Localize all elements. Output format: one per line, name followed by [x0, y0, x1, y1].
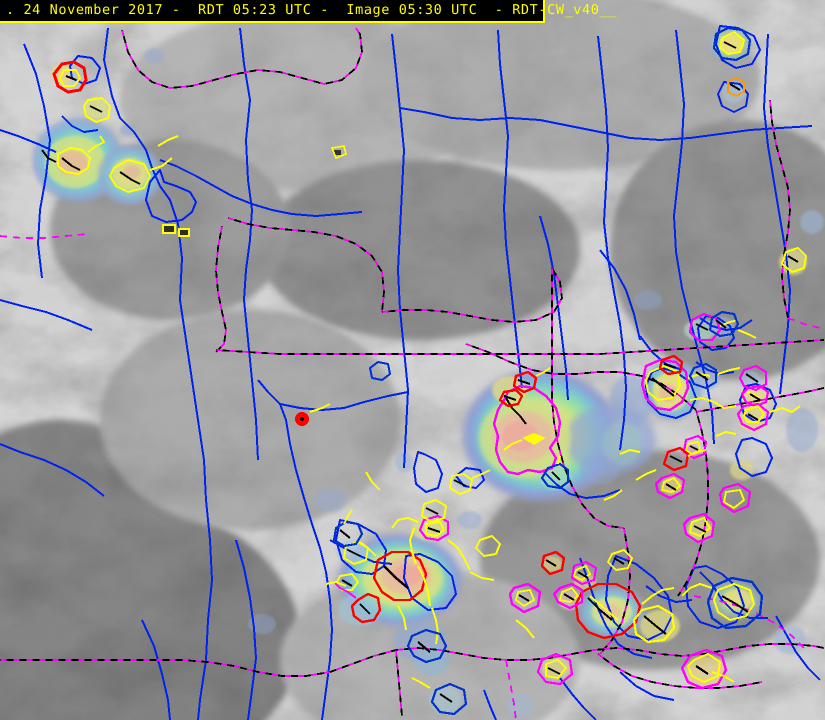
title-bar-text: . 24 November 2017 - RDT 05:23 UTC - Ima… — [6, 1, 617, 18]
rdt-cell-se-mg — [552, 582, 584, 610]
rdt-cell-central-red1 — [512, 370, 538, 394]
cloudtop-bottom-b — [506, 694, 534, 718]
rdt-cell-se-right — [706, 576, 764, 630]
rdt-cell-nw-second — [109, 159, 151, 193]
rdt-cell-se-main — [574, 582, 642, 640]
rdt-cell-nw-mature — [52, 60, 88, 94]
rdt-cell-east-n1 — [688, 312, 722, 342]
rdt-cell-se-red — [540, 550, 566, 576]
rdt-cell-east-e2 — [740, 384, 770, 408]
rdt-cell-east-sm — [369, 361, 391, 381]
rdt-cell-east-s3 — [718, 482, 752, 514]
rdt-cell-mid-y1 — [607, 549, 633, 571]
border-overlay-layer — [0, 27, 825, 720]
cloudtop-nw-tiny3 — [120, 124, 136, 136]
rdt-cell-nw-main — [57, 147, 91, 175]
rdt-cell-se-bottom — [536, 652, 574, 686]
rdt-cell-ne-decay — [712, 26, 752, 62]
rdt-cell-east-n2 — [708, 310, 740, 338]
rdt-cell-sc-yellow3 — [449, 473, 473, 495]
rdt-cell-se-low — [680, 648, 728, 690]
rdt-cell-east-main — [640, 358, 690, 412]
pixel-artifacts — [164, 150, 341, 235]
cloudtop-faint-patches — [144, 48, 818, 634]
rdt-cell-mid-y2 — [475, 535, 501, 557]
rdt-cell-sc-decay — [406, 628, 448, 664]
rdt-cell-contour-layer — [41, 26, 807, 716]
rdt-cell-east-s1 — [654, 472, 686, 500]
rdt-cell-sc-red2 — [350, 592, 382, 624]
rdt-cell-ne-yellow — [781, 247, 807, 273]
rdt-cell-bottom-decay — [430, 682, 468, 716]
rdt-cell-se-w — [508, 582, 542, 614]
rdt-cell-ne-small — [727, 77, 745, 97]
rdt-cell-east-s2 — [682, 512, 716, 544]
rdt-cell-se-yellow — [632, 604, 676, 644]
rdt-cell-central-decay — [540, 462, 570, 490]
rdt-cell-nw-trigger — [83, 97, 111, 123]
rdt-cell-sc-decay2 — [332, 520, 364, 548]
cloudtop-nw-second — [98, 145, 162, 205]
pixel-artifact-outlines — [162, 145, 347, 237]
rdt-trajectory-tails — [157, 135, 737, 639]
rdt-cell-central-mcs — [492, 384, 562, 476]
rdt-cell-east-red2 — [662, 446, 690, 472]
rdt-cell-east-decay — [688, 362, 718, 390]
rdt-cell-east-red — [658, 354, 684, 376]
rdt-cell-south-central — [372, 550, 428, 602]
cloudtop-ne-small3 — [800, 210, 824, 234]
rdt-cell-sc-magenta — [418, 514, 450, 542]
cloudtop-se-right-core — [723, 589, 753, 611]
rdt-cell-se-mg2 — [570, 560, 598, 586]
title-bar: . 24 November 2017 - RDT 05:23 UTC - Ima… — [0, 0, 616, 23]
rdt-cell-east-e3 — [736, 402, 770, 432]
rdt-cell-central-red2 — [498, 388, 524, 408]
rdt-cell-sc-yellow4 — [421, 499, 447, 523]
